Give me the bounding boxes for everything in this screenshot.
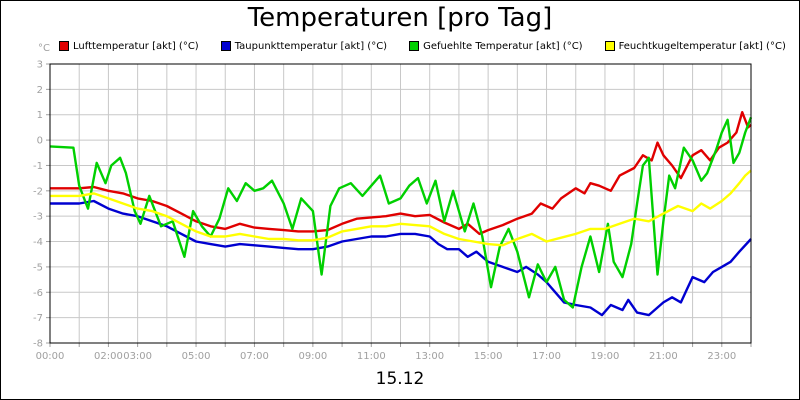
- x-tick-label: 13:00: [415, 351, 444, 362]
- series-line: [50, 199, 752, 317]
- x-tick-label: 02:00: [94, 351, 123, 362]
- legend-label: Taupunkttemperatur [akt] (°C): [234, 40, 388, 52]
- chart-title: Temperaturen [pro Tag]: [247, 3, 553, 33]
- y-tick-label: 0: [37, 136, 43, 147]
- legend-item: Gefuehlte Temperatur [akt] (°C): [409, 40, 583, 52]
- x-tick-label: 09:00: [298, 351, 327, 362]
- legend-swatch: [59, 41, 69, 51]
- y-tick-label: 1: [37, 110, 43, 121]
- x-tick-label: 23:00: [707, 351, 736, 362]
- legend-label: Lufttemperatur [akt] (°C): [73, 40, 199, 52]
- x-tick-label: 03:00: [123, 351, 152, 362]
- y-tick-label: -7: [33, 313, 43, 324]
- x-tick-label: 17:00: [532, 351, 561, 362]
- legend-swatch: [220, 41, 231, 51]
- y-unit-label: °C: [38, 43, 50, 54]
- legend: Lufttemperatur [akt] (°C) Taupunkttemper…: [59, 39, 800, 53]
- legend-label: Feuchtkugeltemperatur [akt] (°C): [618, 40, 786, 52]
- x-tick-label: 15:00: [474, 351, 503, 362]
- x-tick-label: 19:00: [591, 351, 620, 362]
- legend-label: Gefuehlte Temperatur [akt] (°C): [423, 40, 583, 52]
- series-line: [50, 169, 752, 247]
- y-tick-label: -4: [33, 237, 43, 248]
- series-line: [49, 116, 753, 309]
- x-tick-label: 07:00: [240, 351, 269, 362]
- x-axis-label: 15.12: [375, 369, 425, 389]
- series-line: [50, 111, 752, 236]
- x-tick-label: 05:00: [182, 351, 211, 362]
- legend-swatch: [604, 41, 615, 51]
- x-tick-label: 21:00: [649, 351, 678, 362]
- x-tick-label: 00:00: [36, 351, 65, 362]
- y-tick-label: -5: [33, 262, 43, 273]
- y-tick-label: 2: [37, 85, 43, 96]
- legend-item: Feuchtkugeltemperatur [akt] (°C): [604, 40, 786, 52]
- y-tick-label: -8: [33, 339, 43, 350]
- legend-item: Taupunkttemperatur [akt] (°C): [220, 40, 388, 52]
- y-tick-label: -6: [33, 288, 43, 299]
- legend-swatch: [409, 41, 420, 51]
- x-tick-label: 11:00: [357, 351, 386, 362]
- legend-item: Lufttemperatur [akt] (°C): [59, 41, 199, 52]
- y-tick-label: -1: [33, 161, 43, 172]
- y-tick-label: 3: [37, 60, 43, 71]
- y-tick-label: -2: [33, 186, 43, 197]
- plot-border: [49, 63, 752, 344]
- y-tick-label: -3: [33, 212, 43, 223]
